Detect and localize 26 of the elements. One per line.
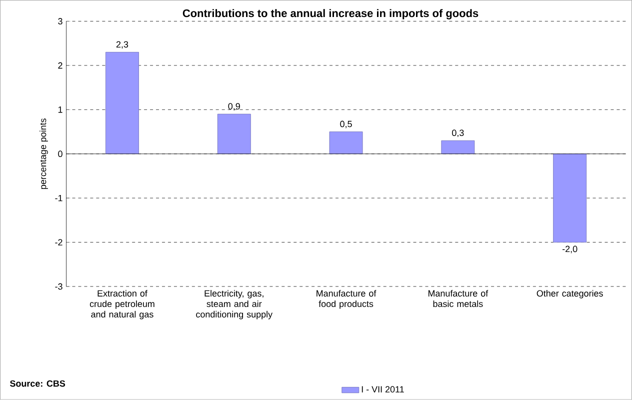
- y-tick-label: 0: [58, 150, 62, 158]
- y-tick-label: -3: [55, 283, 62, 290]
- bar: [553, 154, 587, 243]
- source-note: Source: CBS: [10, 380, 66, 387]
- legend-label: I - VII 2011: [362, 386, 404, 393]
- y-tick-label: 1: [58, 106, 62, 113]
- x-tick-label: Extraction of crude petroleum and natural gas: [90, 290, 154, 320]
- data-label: 2,3: [116, 41, 128, 49]
- bar: [217, 114, 251, 154]
- y-tick-label: -1: [55, 195, 62, 202]
- x-tick-label: Electricity, gas, steam and air conditioning supply: [196, 290, 273, 320]
- bar: [106, 52, 139, 154]
- y-tick-label: 2: [58, 62, 62, 69]
- data-label: 0,9: [228, 103, 240, 111]
- data-label: 0,3: [452, 130, 464, 138]
- x-tick-label: Manufacture of food products: [316, 290, 376, 309]
- chart-title: Contributions to the annual increase in imports of goods: [182, 9, 478, 20]
- y-tick-label: -2: [55, 239, 62, 246]
- data-label: 0,5: [340, 120, 352, 128]
- bar: [441, 140, 475, 154]
- y-tick-label: 3: [58, 18, 62, 25]
- bar: [329, 132, 363, 154]
- x-tick-label: Other categories: [536, 290, 603, 298]
- y-axis-title: percentage points: [40, 118, 48, 190]
- x-tick-label: Manufacture of basic metals: [428, 290, 488, 308]
- data-label: -2,0: [562, 246, 578, 254]
